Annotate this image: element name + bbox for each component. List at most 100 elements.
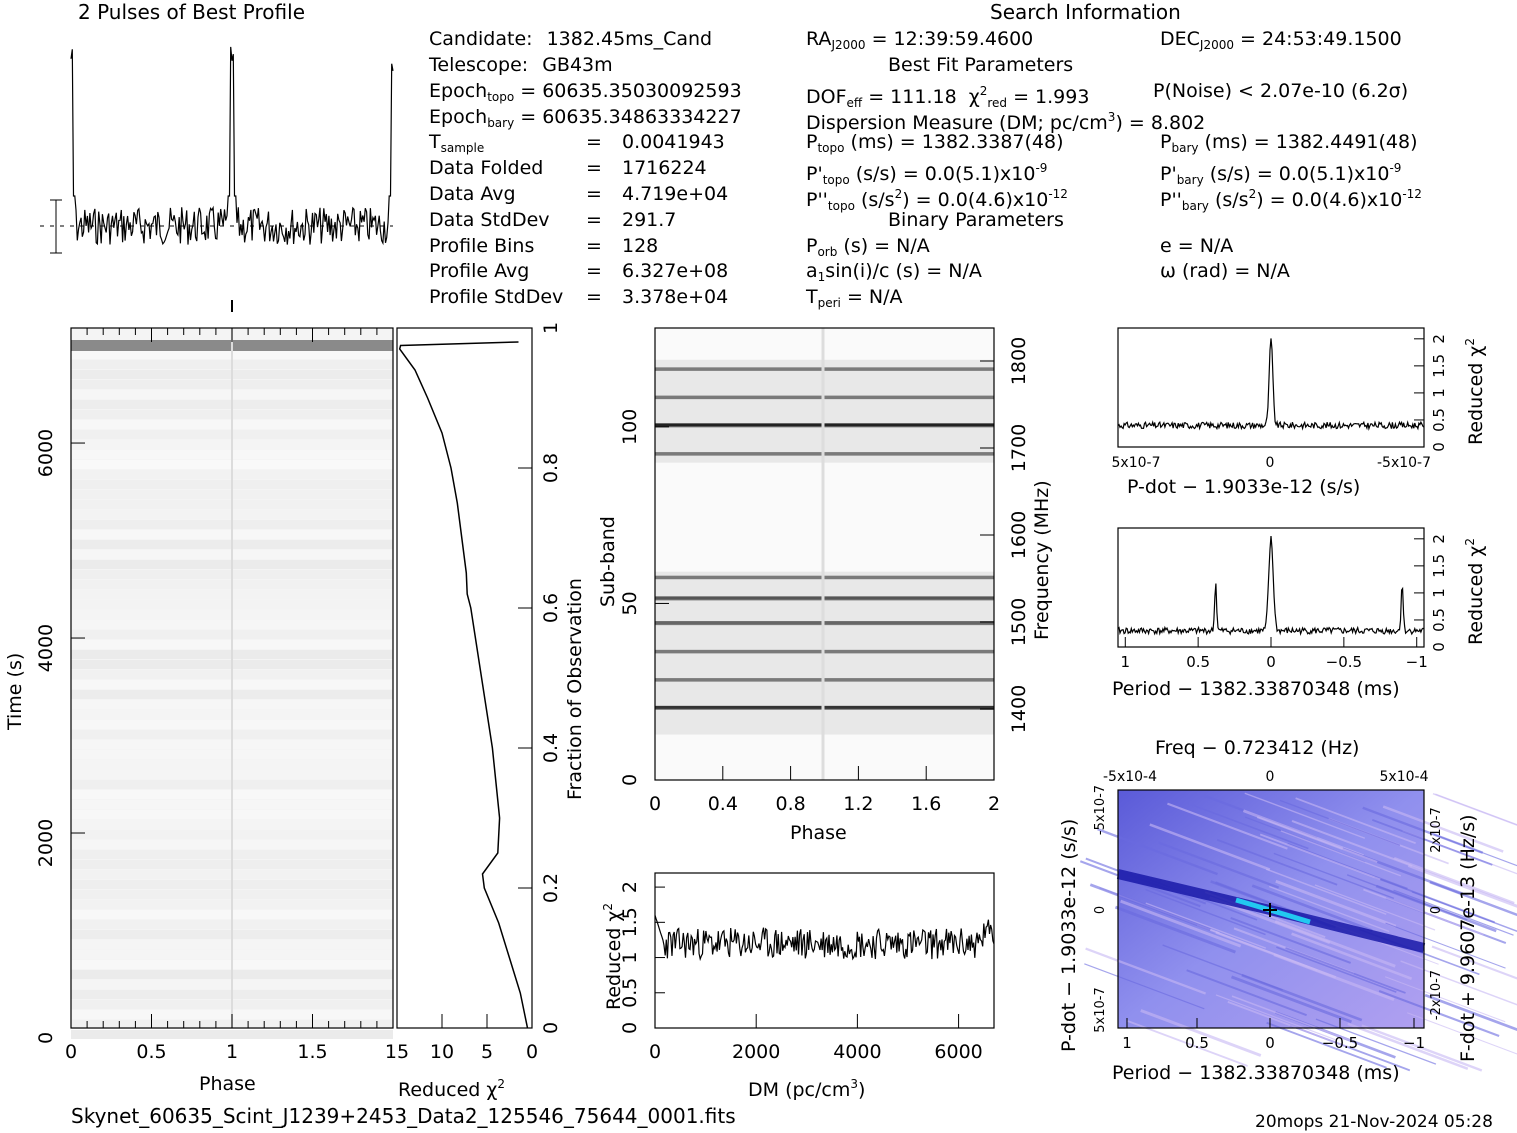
info-value: 3.378e+04 bbox=[622, 286, 729, 308]
pdot-xtick: 0 bbox=[1266, 455, 1275, 471]
pdot-xlabel: P-dot − 1.9033e-12 (s/s) bbox=[1127, 476, 1361, 498]
contour-streak bbox=[1265, 868, 1387, 915]
chi2-curve bbox=[398, 341, 529, 1029]
profile-line bbox=[70, 46, 394, 246]
contour-streak bbox=[1085, 947, 1207, 995]
footer-stamp: 20mops 21-Nov-2024 05:28 bbox=[1255, 1112, 1493, 1132]
frac-ytick: 0.4 bbox=[540, 733, 562, 763]
ppdot-xtick: 1 bbox=[1122, 1034, 1132, 1052]
dm-field: Dispersion Measure (DM; pc/cm3) = 8.802 bbox=[806, 110, 1206, 134]
dm-xtick: 0 bbox=[649, 1041, 661, 1063]
sb-y2tick: 1400 bbox=[1008, 685, 1030, 733]
info-value: = 60635.35030092593 bbox=[514, 80, 742, 102]
ppdot-y2tick: 2x10-7 bbox=[1429, 807, 1444, 852]
contour-streak bbox=[1244, 792, 1366, 839]
period-ylabel: Reduced χ2 bbox=[1463, 538, 1487, 645]
contour-streak bbox=[1140, 1009, 1262, 1057]
time-phase-plot bbox=[70, 327, 394, 1039]
freq-xtick: -5x10-4 bbox=[1103, 769, 1157, 785]
chi2-fraction-plot bbox=[396, 327, 533, 1029]
ppdot-ytick: -5x10-7 bbox=[1093, 785, 1108, 835]
ppdot-ylabel: P-dot − 1.9033e-12 (s/s) bbox=[1058, 818, 1080, 1052]
p-bary-field: Pbary (ms) = 1382.4491(48) bbox=[1160, 131, 1418, 155]
info-row: Data Folded = 1716224 bbox=[429, 157, 707, 179]
chi-xtick: 0 bbox=[526, 1041, 538, 1063]
pdot-ytick: 1 bbox=[1430, 388, 1448, 398]
ppdot-xtick: −1 bbox=[1403, 1034, 1425, 1052]
contour-streak bbox=[1362, 806, 1484, 854]
ppdot-y2tick: -2x10-7 bbox=[1429, 970, 1444, 1020]
dm-xtick: 4000 bbox=[833, 1041, 881, 1063]
contour-streak bbox=[1385, 976, 1506, 1023]
contour-streak bbox=[1407, 864, 1517, 908]
ppdot-ytick: 5x10-7 bbox=[1093, 987, 1108, 1032]
contour-streak bbox=[1393, 889, 1514, 936]
contour-streak bbox=[1273, 953, 1395, 1002]
dm-ytick: 2 bbox=[619, 881, 641, 893]
chi-xtick: 15 bbox=[385, 1041, 409, 1063]
info-label: Candidate: bbox=[429, 28, 533, 50]
contour-streak bbox=[1145, 902, 1267, 949]
time-ytick: 4000 bbox=[35, 624, 57, 672]
info-value: 291.7 bbox=[622, 209, 677, 231]
frac-ytick: 0.2 bbox=[540, 873, 562, 903]
plot-frame bbox=[1117, 327, 1425, 448]
footer-filename: Skynet_60635_Scint_J1239+2453_Data2_1255… bbox=[71, 1104, 736, 1128]
pdot-bary-field: P'bary (s/s) = 0.0(5.1)x10-9 bbox=[1160, 161, 1402, 187]
info-label: Epoch bbox=[429, 80, 488, 102]
contour-streak bbox=[1215, 994, 1337, 1041]
ppdot-xtick: 0.5 bbox=[1185, 1034, 1209, 1052]
period-ytick: 2 bbox=[1430, 534, 1448, 544]
period-chi2-plot bbox=[1117, 527, 1425, 648]
sb-ytick: 50 bbox=[619, 591, 641, 615]
time-xtick: 0 bbox=[65, 1041, 77, 1063]
period-xlabel: Period − 1382.33870348 (ms) bbox=[1112, 678, 1400, 700]
dm-ytick: 0.5 bbox=[619, 978, 641, 1008]
dm-xtick: 6000 bbox=[934, 1041, 982, 1063]
pdot-ytick: 0 bbox=[1430, 442, 1448, 452]
info-label: Data StdDev bbox=[429, 209, 550, 231]
plot-frame bbox=[1117, 789, 1425, 1029]
time-ytick: 0 bbox=[35, 1032, 57, 1044]
pdot-ytick: 0.5 bbox=[1430, 408, 1448, 432]
contour-streak bbox=[1268, 885, 1390, 933]
profile-plot bbox=[40, 46, 394, 312]
sb-xtick: 0.4 bbox=[708, 793, 738, 815]
contour-streak bbox=[1361, 1024, 1483, 1072]
contour-streak bbox=[1279, 799, 1401, 847]
best-fit-title: Best Fit Parameters bbox=[888, 54, 1074, 76]
time-xtick: 1 bbox=[226, 1041, 238, 1063]
p-pdot-plane bbox=[1079, 789, 1517, 1072]
pnoise-field: P(Noise) < 2.07e-10 (6.2σ) bbox=[1153, 80, 1409, 102]
dm-xtick: 2000 bbox=[732, 1041, 780, 1063]
info-row: Profile StdDev = 3.378e+04 bbox=[429, 286, 729, 308]
dm-curve bbox=[654, 915, 995, 962]
time-xtick: 1.5 bbox=[297, 1041, 327, 1063]
ra-field: RAJ2000 = 12:39:59.4600 bbox=[806, 28, 1034, 52]
contour-streak bbox=[1295, 797, 1416, 845]
freq-xtick: 5x10-4 bbox=[1380, 769, 1429, 785]
ppdot-y2label: F-dot + 9.9607e-13 (Hz/s) bbox=[1457, 814, 1479, 1062]
freq-xlabel: Freq − 0.723412 (Hz) bbox=[1155, 737, 1360, 759]
period-xtick: 0.5 bbox=[1186, 653, 1210, 671]
sb-xtick: 1.6 bbox=[911, 793, 941, 815]
info-row: Profile Bins = 128 bbox=[429, 235, 659, 257]
info-label: Telescope: bbox=[429, 54, 529, 76]
contour-streak bbox=[1382, 805, 1504, 853]
info-row: Data StdDev = 291.7 bbox=[429, 209, 677, 231]
contour-streak bbox=[1411, 891, 1517, 933]
chi-xtick: 5 bbox=[481, 1041, 493, 1063]
sb-y2tick: 1500 bbox=[1008, 598, 1030, 646]
contour-streak bbox=[1251, 884, 1373, 932]
period-ytick: 1 bbox=[1430, 588, 1448, 598]
sb-ylabel: Sub-band bbox=[597, 516, 619, 607]
time-ytick: 6000 bbox=[35, 429, 57, 477]
frac-ytick: 0.6 bbox=[540, 593, 562, 623]
tp-xlabel: Phase bbox=[199, 1073, 256, 1095]
info-row: Tsample = 0.0041943 bbox=[429, 131, 725, 155]
contour-streak bbox=[1188, 802, 1309, 850]
contour-streak bbox=[1378, 990, 1500, 1038]
contour-streak bbox=[1429, 881, 1517, 917]
search-title: Search Information bbox=[990, 0, 1181, 24]
tp-ylabel: Time (s) bbox=[4, 652, 26, 730]
